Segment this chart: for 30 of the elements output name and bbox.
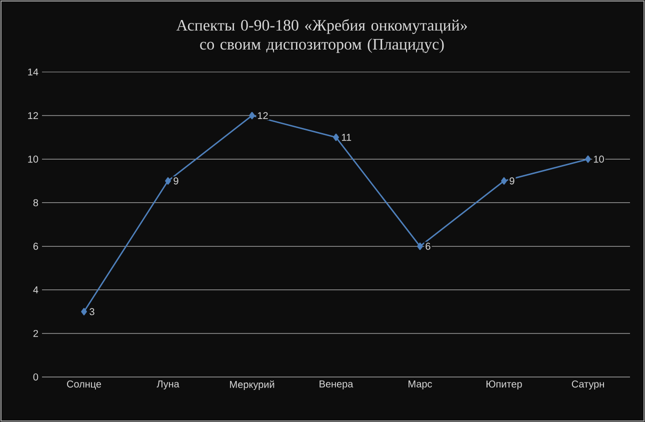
x-tick-label: Сатурн [572, 380, 604, 390]
point [165, 177, 171, 185]
data-label: 6 [426, 242, 430, 250]
y-tick-label: 12 [28, 112, 38, 120]
x-tick-label: Меркурий [230, 380, 274, 390]
data-label: 3 [90, 308, 94, 316]
y-tick-label: 6 [33, 242, 38, 250]
x-tick-label: Марс [408, 380, 432, 390]
x-tick-label: Луна [156, 380, 180, 390]
data-label: 10 [594, 156, 604, 163]
point [81, 308, 87, 316]
y-tick-label: 4 [33, 286, 38, 294]
y-tick-label: 0 [33, 373, 38, 381]
data-label: 9 [510, 177, 514, 184]
point [417, 242, 423, 250]
point [333, 134, 339, 142]
x-tick-label: Юпитер [486, 380, 522, 390]
data-label: 9 [174, 177, 178, 184]
y-tick-label: 8 [33, 199, 38, 206]
data-label: 12 [258, 112, 268, 120]
y-tick-label: 2 [33, 330, 38, 337]
point [501, 177, 507, 185]
point [249, 112, 255, 120]
chart-title: Аспекты 0-90-180 «Жребия онкомутаций» со своим диспозитором (Плацидус) [176, 19, 467, 53]
x-tick-label: Венера [320, 380, 354, 390]
x-tick-label: Солнце [67, 380, 102, 390]
data-label: 11 [342, 134, 352, 141]
y-tick-label: 10 [28, 156, 38, 163]
y-tick-label: 14 [28, 68, 38, 76]
point [585, 155, 591, 163]
